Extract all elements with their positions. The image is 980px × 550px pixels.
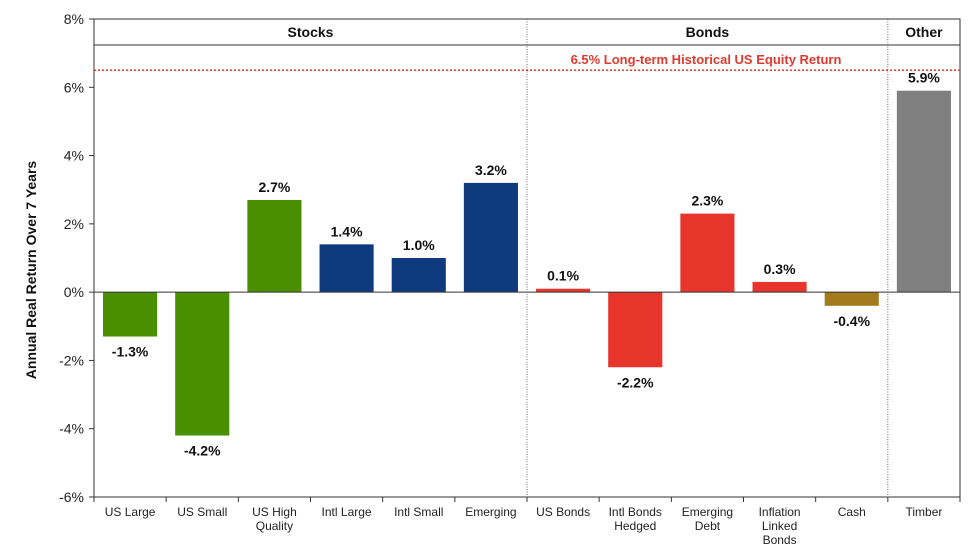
bar [608, 292, 663, 368]
y-tick-label: 2% [64, 216, 84, 232]
y-tick-label: 8% [64, 11, 84, 27]
bar [175, 292, 230, 436]
y-tick-label: 0% [64, 284, 84, 300]
x-tick-label: Bonds [763, 533, 797, 547]
bar [824, 292, 879, 306]
x-tick-label: Intl Small [394, 505, 443, 519]
reference-line-label: 6.5% Long-term Historical US Equity Retu… [571, 52, 842, 67]
bar [896, 90, 951, 293]
data-label: -1.3% [112, 344, 149, 360]
y-tick-label: -2% [59, 352, 84, 368]
data-label: 5.9% [908, 70, 940, 86]
x-tick-label: Linked [762, 519, 797, 533]
data-label: 1.0% [403, 237, 435, 253]
data-label: 1.4% [331, 223, 363, 239]
x-tick-label: Debt [695, 519, 721, 533]
y-axis-label: Annual Real Return Over 7 Years [23, 161, 39, 380]
x-tick-label: Intl Large [322, 505, 372, 519]
x-tick-label: Hedged [614, 519, 656, 533]
x-tick-label: US Bonds [536, 505, 590, 519]
x-tick-label: US Large [105, 505, 156, 519]
group-header: Stocks [288, 24, 334, 40]
data-label: -4.2% [184, 443, 221, 459]
bar [536, 288, 591, 293]
bar [752, 281, 807, 293]
bar [463, 182, 518, 293]
y-tick-label: -6% [59, 489, 84, 505]
bar [391, 258, 446, 293]
bar [103, 292, 158, 337]
group-header: Bonds [686, 24, 730, 40]
x-tick-label: US High [252, 505, 297, 519]
x-tick-label: Cash [838, 505, 866, 519]
bar [680, 213, 735, 293]
bar [319, 244, 374, 293]
data-label: -0.4% [833, 313, 870, 329]
x-tick-label: Intl Bonds [609, 505, 662, 519]
x-tick-label: Quality [256, 519, 293, 533]
x-tick-label: Timber [905, 505, 942, 519]
data-label: 3.2% [475, 162, 507, 178]
x-tick-label: Inflation [759, 505, 801, 519]
data-label: -2.2% [617, 374, 654, 390]
y-tick-label: -4% [59, 421, 84, 437]
y-tick-label: 6% [64, 79, 84, 95]
data-label: 2.7% [258, 179, 290, 195]
bar [247, 199, 302, 293]
group-header: Other [905, 24, 943, 40]
y-tick-label: 4% [64, 148, 84, 164]
data-label: 0.3% [764, 261, 796, 277]
x-tick-label: US Small [177, 505, 227, 519]
data-label: 2.3% [691, 193, 723, 209]
data-label: 0.1% [547, 268, 579, 284]
x-tick-label: Emerging [682, 505, 733, 519]
x-tick-label: Emerging [465, 505, 516, 519]
